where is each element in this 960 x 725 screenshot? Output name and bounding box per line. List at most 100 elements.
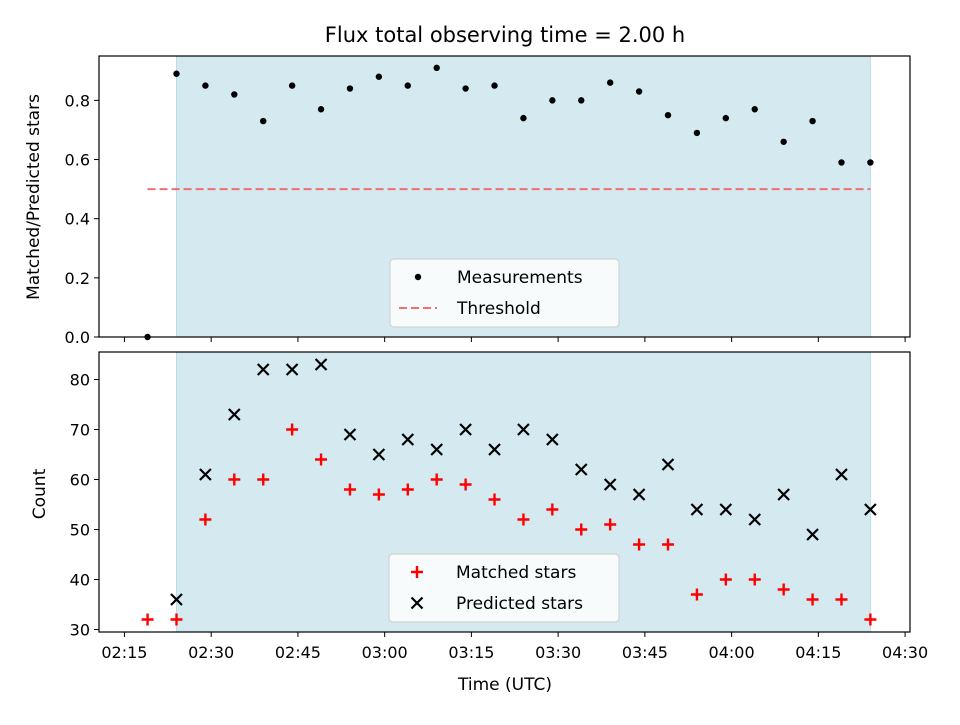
predicted-star-marker [777, 488, 790, 501]
matched-star-marker [604, 518, 617, 531]
matched-star-marker [806, 593, 819, 606]
predicted-star-marker [488, 443, 501, 456]
measurement-point [578, 97, 585, 104]
predicted-star-marker [661, 458, 675, 471]
x-tick-label: 02:15 [101, 643, 147, 662]
measurement-point [664, 111, 672, 119]
measurement-point [260, 117, 267, 125]
top-axes-frame [98, 55, 911, 338]
bottom-axes-frame [98, 351, 911, 633]
top-chart-title: Flux total observing time = 2.00 h [325, 23, 685, 47]
measurement-point [722, 114, 730, 122]
measurement-point [288, 82, 296, 89]
predicted-star-marker [835, 468, 848, 481]
bottom-legend-label: Matched stars [456, 563, 576, 583]
predicted-star-marker [719, 503, 733, 516]
matched-star-marker [257, 473, 270, 486]
bottom-y-tick-label: 30 [70, 621, 90, 640]
measurement-point [375, 73, 383, 80]
predicted-star-marker [170, 593, 183, 606]
top-y-tick-label: 0.6 [65, 151, 90, 170]
matched-star-marker [170, 613, 183, 626]
matched-star-marker [228, 473, 241, 486]
x-tick-label: 03:45 [622, 643, 668, 662]
predicted-star-marker [401, 433, 415, 446]
matched-star-marker [343, 483, 356, 496]
bottom-legend-label: Predicted stars [456, 594, 583, 614]
predicted-star-marker [314, 358, 328, 371]
x-tick-label: 03:15 [448, 643, 494, 662]
matched-star-marker [401, 483, 414, 496]
top-y-axis-label: Matched/Predicted stars [24, 94, 44, 300]
measurement-point [491, 82, 498, 89]
matched-star-marker [315, 453, 328, 466]
predicted-star-marker [459, 423, 472, 436]
measurement-point [549, 97, 556, 104]
measurement-point [693, 129, 701, 137]
measurement-point [433, 64, 440, 72]
matched-star-marker [748, 573, 761, 586]
measurement-point [231, 91, 238, 98]
predicted-star-marker [372, 448, 386, 461]
matched-star-marker [372, 488, 385, 501]
x-tick-label: 04:30 [882, 643, 928, 662]
predicted-star-marker [748, 513, 762, 526]
measurement-point [202, 82, 209, 89]
matched-star-marker [141, 613, 154, 626]
bottom-panel: 30 40 50 60 70 80 02:15 02:30 02:45 03:00 03:15 03:… [70, 351, 928, 662]
x-tick-label: 04:15 [795, 643, 841, 662]
predicted-star-marker [546, 433, 559, 446]
x-tick-label: 02:30 [188, 643, 234, 662]
bottom-legend [388, 553, 620, 623]
matched-star-marker [517, 513, 530, 526]
bottom-y-tick-label: 70 [70, 421, 90, 440]
measurement-point [809, 117, 816, 125]
measurement-point [780, 138, 787, 145]
predicted-star-marker [430, 443, 443, 456]
bottom-y-tick-label: 60 [70, 471, 90, 490]
matched-star-marker [690, 588, 703, 601]
matched-star-marker [864, 613, 877, 626]
x-tick-label: 03:00 [362, 643, 408, 662]
bottom-y-axis-label: Count [30, 468, 50, 519]
legend-matched-marker [411, 566, 423, 578]
bottom-y-tick-label: 80 [70, 371, 90, 390]
x-tick-label: 03:30 [535, 643, 581, 662]
predicted-star-marker [603, 478, 617, 491]
top-legend-label: Measurements [457, 268, 583, 288]
top-y-tick-label: 0.2 [65, 269, 90, 288]
measurement-point [520, 114, 527, 122]
predicted-star-marker [343, 428, 357, 441]
x-axis-label: Time (UTC) [457, 675, 552, 695]
top-y-tick-label: 0.8 [65, 91, 90, 110]
measurement-point [462, 85, 469, 92]
matched-star-marker [488, 493, 501, 506]
matched-star-marker [719, 573, 732, 586]
predicted-star-marker [256, 363, 270, 376]
x-tick-label: 02:45 [275, 643, 321, 662]
matched-star-marker [662, 538, 675, 551]
top-legend [389, 258, 620, 328]
matched-star-marker [777, 583, 790, 596]
predicted-star-marker [199, 468, 212, 481]
top-panel: 0.0 0.2 0.4 0.6 0.8 Measurements Threshold [65, 55, 911, 347]
predicted-star-marker [806, 528, 819, 541]
predicted-star-marker [574, 463, 588, 476]
legend-measurement-marker [414, 273, 422, 281]
matched-star-marker [575, 523, 588, 536]
predicted-star-marker [864, 503, 877, 516]
x-tick-label: 04:00 [709, 643, 755, 662]
measurement-point [606, 79, 614, 86]
measurement-point [867, 159, 874, 166]
matched-star-marker [199, 513, 212, 526]
predicted-star-marker [285, 363, 299, 376]
measurement-point [838, 159, 845, 166]
measurement-point [173, 70, 180, 77]
top-legend-label: Threshold [456, 299, 541, 319]
matched-star-marker [430, 473, 443, 486]
matched-star-marker [546, 503, 559, 516]
predicted-star-marker [517, 423, 530, 436]
measurement-point [346, 85, 354, 92]
measurement-point [751, 106, 758, 113]
